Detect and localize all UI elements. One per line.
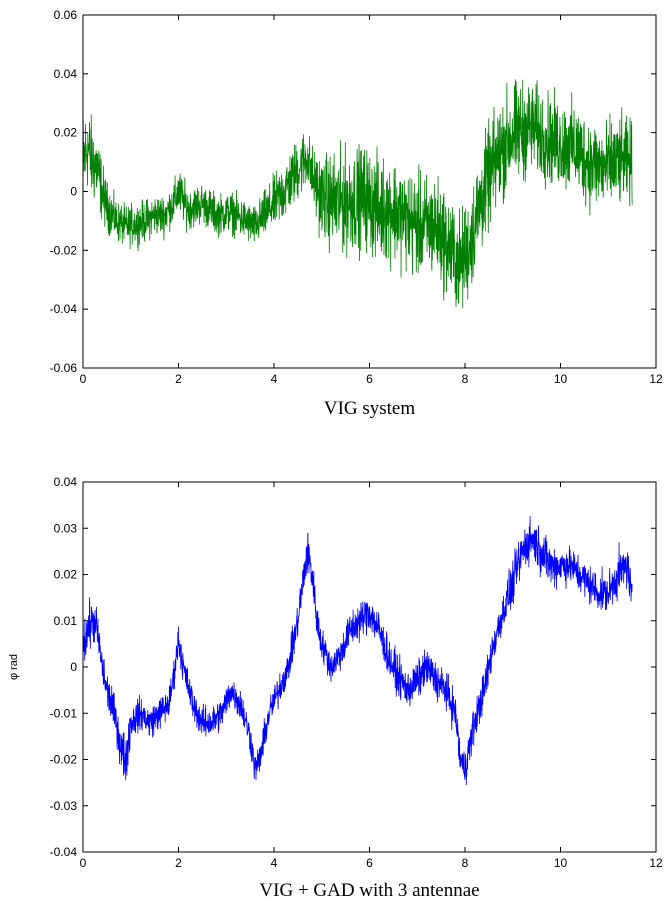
y-tick-label: -0.04 (50, 302, 78, 316)
ticks-layer: 0 2 4 6 8 10 12 -0.04 -0.03 -0.02 -0.01 0 0.01 0.02 0.… (50, 475, 663, 870)
y-tick-label: 0 (70, 660, 77, 674)
x-tick-label: 2 (175, 856, 182, 870)
y-tick-label: 0.03 (54, 521, 78, 535)
series-layer (82, 79, 633, 309)
x-tick-label: 6 (366, 372, 373, 386)
x-tick-label: 10 (554, 856, 568, 870)
ticks-layer: 0 2 4 6 8 10 12 -0.06 -0.04 -0.02 0 0.02 0.04 0.06 (50, 8, 663, 386)
y-tick-label: 0.04 (54, 67, 78, 81)
series-layer (82, 516, 633, 786)
x-tick-label: 4 (271, 856, 278, 870)
x-tick-label: 6 (366, 856, 373, 870)
y-tick-label: 0.06 (54, 8, 78, 22)
x-tick-label: 12 (649, 372, 663, 386)
x-axis-label: VIG + GAD with 3 antennae (259, 880, 479, 901)
chart-vig-system: 0 2 4 6 8 10 12 -0.06 -0.04 -0.02 0 0.02 0.04 0.06 VI… (50, 8, 663, 419)
x-tick-label: 12 (649, 856, 663, 870)
x-tick-label: 8 (462, 856, 469, 870)
plot-area-frame (82, 481, 657, 853)
y-tick-label: 0.04 (54, 475, 78, 489)
y-tick-label: 0 (70, 185, 77, 199)
y-tick-label: -0.04 (50, 845, 78, 859)
chart-vig-gad: 0 2 4 6 8 10 12 -0.04 -0.03 -0.02 -0.01 0 0.01 0.02 0.… (8, 475, 663, 901)
y-tick-label: -0.06 (50, 361, 78, 375)
y-tick-label: 0.02 (54, 126, 78, 140)
y-tick-label: 0.02 (54, 568, 78, 582)
y-tick-label: -0.03 (50, 799, 78, 813)
y-tick-label: -0.01 (50, 706, 78, 720)
y-tick-label: 0.01 (54, 614, 78, 628)
x-tick-label: 2 (175, 372, 182, 386)
x-axis-label: VIG system (324, 398, 416, 419)
y-axis-label: φ rad (8, 654, 20, 680)
x-tick-label: 8 (462, 372, 469, 386)
x-tick-label: 0 (80, 372, 87, 386)
y-tick-label: -0.02 (50, 753, 78, 767)
x-tick-label: 4 (271, 372, 278, 386)
series-line-0 (82, 79, 633, 309)
x-tick-label: 10 (554, 372, 568, 386)
series-line-0 (82, 516, 633, 786)
y-tick-label: -0.02 (50, 243, 78, 257)
x-tick-label: 0 (80, 856, 87, 870)
